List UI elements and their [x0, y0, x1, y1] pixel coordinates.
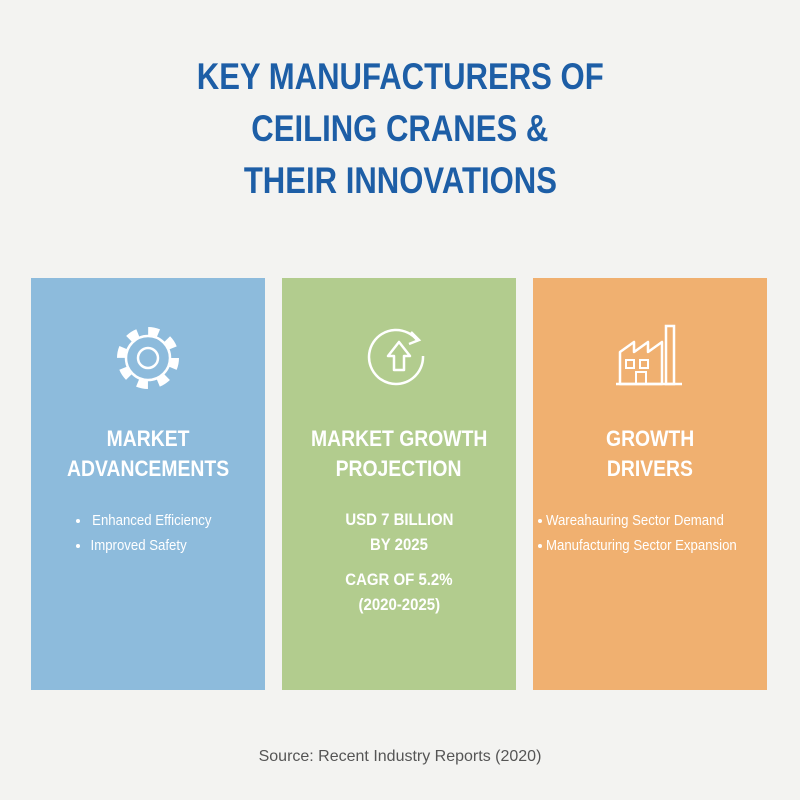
card-title: DRIVERS [533, 456, 767, 482]
stat-text: (2020-2025) [358, 595, 440, 614]
stat-text: BY 2025 [370, 535, 428, 554]
bullet: Improved Safety [76, 533, 220, 558]
bullet-list: Enhanced Efficiency Improved Safety [31, 508, 265, 558]
stat-text: USD 7 BILLION [344, 510, 454, 529]
title-line: KEY MANUFACTURERS OF [0, 52, 800, 102]
title-text: CEILING CRANES & [251, 108, 549, 149]
card: MARKET ADVANCEMENTS Enhanced Efficiency … [31, 278, 265, 690]
bullet-text: Manufacturing Sector Expansion [545, 537, 737, 554]
card-title: MARKET [31, 426, 265, 452]
card-title: ADVANCEMENTS [31, 456, 265, 482]
bullet-text: Improved Safety [90, 537, 187, 554]
bullet-dot [537, 518, 542, 523]
bullet-dot [537, 543, 542, 548]
bullet: Enhanced Efficiency [76, 508, 220, 533]
stat-line: (2020-2025) [282, 595, 516, 615]
card-title-text: MARKET [106, 426, 190, 451]
bullet-text: Wareahauring Sector Demand [545, 512, 724, 529]
card-title-text: ADVANCEMENTS [66, 456, 230, 481]
title-line: THEIR INNOVATIONS [0, 156, 800, 206]
bullet-dot [76, 543, 81, 548]
factory-icon [616, 324, 682, 386]
bullet-group: Wareahauring Sector Demand Manufacturing… [537, 508, 763, 558]
stat-line: BY 2025 [282, 535, 516, 555]
card-title-text: GROWTH [605, 426, 695, 451]
card-title: PROJECTION [282, 456, 516, 482]
title-text: THEIR INNOVATIONS [243, 160, 557, 201]
title-text: KEY MANUFACTURERS OF [196, 56, 604, 97]
bullet: Manufacturing Sector Expansion [537, 533, 763, 558]
bullet-dot [76, 518, 81, 523]
card-title: MARKET GROWTH [282, 426, 516, 452]
card: GROWTH DRIVERS Wareahauring Sector Deman… [533, 278, 767, 690]
stat-text: CAGR OF 5.2% [345, 570, 453, 589]
card-title-text: MARKET GROWTH [310, 426, 488, 451]
title-line: CEILING CRANES & [0, 104, 800, 154]
bullet-text: Enhanced Efficiency [92, 512, 212, 529]
bullet: Wareahauring Sector Demand [537, 508, 763, 533]
stat-line: CAGR OF 5.2% [282, 570, 516, 590]
card-title: GROWTH [533, 426, 767, 452]
card-title-text: DRIVERS [606, 456, 694, 481]
stat-line: USD 7 BILLION [282, 510, 516, 530]
gear-icon [117, 327, 179, 389]
bullet-group: Enhanced Efficiency Improved Safety [76, 508, 220, 558]
bullet-list: Wareahauring Sector Demand Manufacturing… [533, 508, 767, 558]
source-note: Source: Recent Industry Reports (2020) [258, 748, 542, 765]
card-title-text: PROJECTION [336, 456, 462, 481]
growth-icon [367, 328, 425, 386]
card: MARKET GROWTH PROJECTION USD 7 BILLION B… [282, 278, 516, 690]
